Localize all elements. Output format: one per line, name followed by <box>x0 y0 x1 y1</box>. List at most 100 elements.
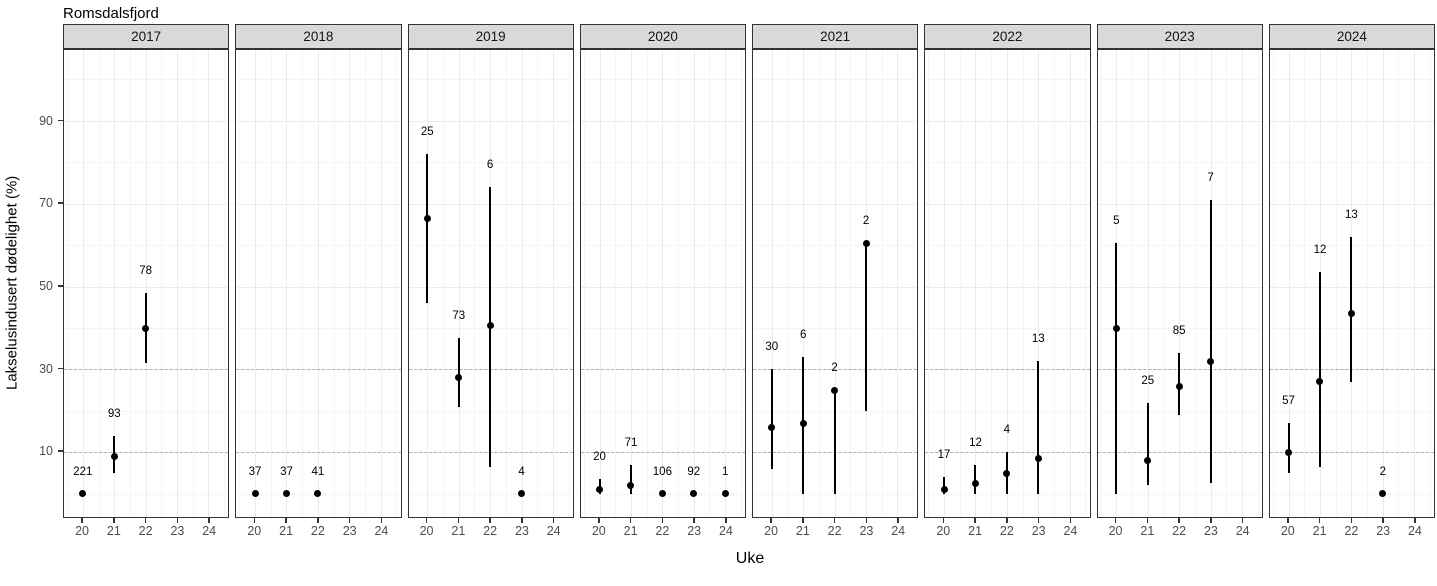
gridline-v-minor-24.5 <box>568 50 570 517</box>
y-tick-label-30: 30 <box>39 361 53 376</box>
gridline-v-minor-24.5 <box>913 50 915 517</box>
gridline-v-minor-23.5 <box>1226 50 1228 517</box>
count-label-2021-w20: 30 <box>765 341 779 354</box>
threshold-line-10 <box>236 452 401 454</box>
gridline-v-minor-24.5 <box>1257 50 1259 517</box>
data-point-2021-w23 <box>862 239 870 247</box>
count-label-2023-w20: 5 <box>1113 215 1120 228</box>
error-bar-2021-w20 <box>770 369 773 469</box>
facet-panel-2024: 57 12 13 2 <box>1268 50 1435 518</box>
gridline-v-minor-19.5 <box>1272 50 1274 517</box>
error-bar-2024-w20 <box>1287 423 1290 474</box>
x-tick-mark-21 <box>457 518 460 523</box>
gridline-v-major-20 <box>1288 50 1290 517</box>
x-tick-label-23: 23 <box>342 524 357 538</box>
gridline-v-minor-19.5 <box>928 50 930 517</box>
x-tick-label-21: 21 <box>451 524 466 538</box>
x-tick-mark-23 <box>1382 518 1384 523</box>
gridline-v-minor-20.5 <box>615 50 617 517</box>
x-tick-mark-23 <box>1210 518 1212 523</box>
gridline-v-minor-23.5 <box>1398 50 1400 517</box>
gridline-v-minor-24.5 <box>224 50 226 517</box>
y-tick-label-50: 50 <box>39 279 53 294</box>
y-tick-label-90: 90 <box>39 113 53 128</box>
x-tick-mark-21 <box>1146 518 1149 523</box>
gridline-v-minor-22.5 <box>505 50 507 517</box>
x-tick-label-24: 24 <box>718 524 733 538</box>
x-tick-mark-22 <box>1350 518 1353 523</box>
data-point-2017-w20 <box>79 490 87 498</box>
facet-panel-2019: 25 73 6 4 <box>407 50 574 518</box>
gridline-v-major-22 <box>834 50 836 517</box>
data-point-2024-w20 <box>1285 448 1293 456</box>
data-point-2023-w23 <box>1207 357 1215 365</box>
gridline-v-major-21 <box>630 50 632 517</box>
facet-2021: 2021 30 6 2 2 20 21 22 23 24 <box>752 24 919 540</box>
x-tick-mark-21 <box>113 518 115 523</box>
x-tick-label-23: 23 <box>170 524 185 538</box>
plot-body: Lakselusindusert dødelighet (%) 90 70 50 30… <box>0 24 1437 540</box>
data-point-2024-w22 <box>1347 310 1355 318</box>
x-axis-title: Uke <box>735 550 765 567</box>
y-tick-label-70: 70 <box>39 196 53 211</box>
facet-strip-2019: 2019 <box>407 24 574 50</box>
gridline-v-major-22 <box>1006 50 1008 517</box>
facet-2024: 2024 57 12 13 2 20 21 22 23 24 <box>1268 24 1435 540</box>
count-label-2022-w20: 17 <box>937 449 951 462</box>
facet-strip-2024: 2024 <box>1268 24 1435 50</box>
x-axis-ticks-2019: 20 21 22 23 24 <box>408 518 574 540</box>
x-tick-label-23: 23 <box>1203 524 1218 538</box>
data-point-2020-w20 <box>596 486 604 494</box>
gridline-v-minor-23.5 <box>192 50 194 517</box>
gridline-v-major-21 <box>803 50 805 517</box>
x-tick-mark-20 <box>1287 518 1289 523</box>
gridline-v-major-23 <box>349 50 351 517</box>
count-label-2022-w23: 13 <box>1031 333 1045 346</box>
x-tick-mark-20 <box>253 518 256 523</box>
gridline-v-minor-21.5 <box>646 50 648 517</box>
threshold-line-10 <box>1269 452 1434 454</box>
gridline-v-major-20 <box>255 50 257 517</box>
facet-panel-2022: 17 12 4 13 <box>924 50 1091 518</box>
x-tick-mark-22 <box>1006 518 1008 523</box>
facet-strip-2018: 2018 <box>235 24 402 50</box>
x-tick-label-22: 22 <box>310 524 325 538</box>
data-point-2022-w22 <box>1003 469 1011 477</box>
gridline-v-major-24 <box>208 50 210 517</box>
x-tick-label-23: 23 <box>687 524 702 538</box>
x-tick-label-20: 20 <box>1108 524 1123 538</box>
facet-panels: 2017 221 93 78 20 21 22 23 24 2018 37 37 41 20 21 22 23 2… <box>63 24 1435 540</box>
x-tick-label-22: 22 <box>483 524 498 538</box>
error-bar-2024-w22 <box>1350 236 1353 382</box>
gridline-v-major-21 <box>975 50 977 517</box>
count-label-2023-w22: 85 <box>1172 324 1186 337</box>
y-tick-mark-10 <box>58 450 63 452</box>
count-label-2018-w22: 41 <box>311 465 325 478</box>
error-bar-2022-w23 <box>1037 361 1040 494</box>
gridline-v-major-21 <box>286 50 288 517</box>
gridline-v-minor-19.5 <box>583 50 585 517</box>
x-tick-mark-21 <box>629 518 632 523</box>
gridline-v-minor-20.5 <box>443 50 445 517</box>
facet-2022: 2022 17 12 4 13 20 21 22 23 24 <box>924 24 1091 540</box>
data-point-2024-w23 <box>1379 490 1387 498</box>
count-label-2017-w22: 78 <box>139 264 153 277</box>
data-point-2023-w20 <box>1112 324 1120 332</box>
count-label-2018-w20: 37 <box>248 465 262 478</box>
gridline-v-minor-22.5 <box>850 50 852 517</box>
data-point-2022-w23 <box>1034 455 1042 463</box>
gridline-v-minor-19.5 <box>756 50 758 517</box>
x-tick-label-22: 22 <box>138 524 153 538</box>
x-tick-mark-22 <box>1178 518 1180 523</box>
gridline-v-minor-24.5 <box>740 50 742 517</box>
x-tick-label-20: 20 <box>591 524 606 538</box>
error-bar-2022-w20 <box>943 477 946 494</box>
x-tick-mark-22 <box>317 518 319 523</box>
facet-2019: 2019 25 73 6 4 20 21 22 23 24 <box>407 24 574 540</box>
x-tick-label-21: 21 <box>795 524 810 538</box>
count-label-2024-w21: 12 <box>1313 244 1327 257</box>
x-tick-mark-20 <box>770 518 772 523</box>
facet-strip-2020: 2020 <box>579 24 746 50</box>
gridline-v-major-23 <box>177 50 179 517</box>
facet-strip-2021: 2021 <box>752 24 919 50</box>
